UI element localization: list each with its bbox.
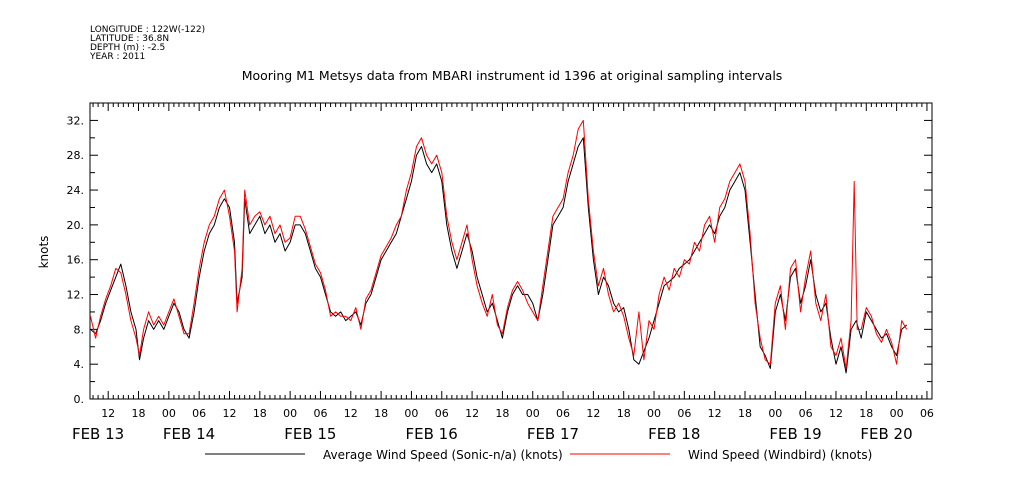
x-hour-label: 00 (890, 407, 904, 420)
x-hour-label: 00 (526, 407, 540, 420)
x-hour-label: 06 (192, 407, 206, 420)
chart-title: Mooring M1 Metsys data from MBARI instru… (242, 68, 783, 83)
x-hour-label: 18 (495, 407, 509, 420)
x-hour-label: 00 (647, 407, 661, 420)
meta-longitude: LONGITUDE : 122W(-122) (90, 25, 205, 35)
x-hour-label: 18 (859, 407, 873, 420)
y-tick-label: 20. (67, 219, 85, 232)
x-hour-label: 00 (768, 407, 782, 420)
x-hour-label: 06 (313, 407, 327, 420)
legend-label-average-wind: Average Wind Speed (Sonic-n/a) (knots) (323, 448, 563, 462)
x-hour-label: 06 (435, 407, 449, 420)
y-tick-label: 24. (67, 184, 85, 197)
x-date-label: FEB 17 (527, 425, 579, 443)
x-hour-label: 18 (132, 407, 146, 420)
y-tick-label: 32. (67, 114, 85, 127)
y-axis-label: knots (37, 236, 51, 269)
y-tick-label: 8. (74, 323, 85, 336)
x-hour-label: 12 (101, 407, 115, 420)
x-hour-label: 18 (617, 407, 631, 420)
x-date-label: FEB 18 (648, 425, 700, 443)
plot-frame (89, 102, 933, 400)
x-hour-label: 12 (586, 407, 600, 420)
y-axis: 0. 4. 8. 12. 16. 20. 24. 28. 32. (67, 102, 932, 406)
x-hour-label: 06 (920, 407, 934, 420)
x-hour-label: 12 (465, 407, 479, 420)
meta-latitude: LATITUDE : 36.8N (90, 34, 169, 44)
x-hour-label: 00 (162, 407, 176, 420)
legend-label-windbird: Wind Speed (Windbird) (knots) (688, 448, 872, 462)
x-hour-label: 12 (344, 407, 358, 420)
x-hour-label: 06 (677, 407, 691, 420)
y-tick-label: 0. (74, 393, 85, 406)
x-hour-label: 12 (222, 407, 236, 420)
x-hour-label: 18 (374, 407, 388, 420)
y-tick-label: 12. (67, 289, 85, 302)
legend: Average Wind Speed (Sonic-n/a) (knots) W… (205, 448, 872, 462)
x-hour-label: 00 (283, 407, 297, 420)
series-windbird-line (90, 119, 908, 369)
y-tick-label: 16. (67, 254, 85, 267)
x-hour-label: 12 (708, 407, 722, 420)
x-hour-label: 12 (829, 407, 843, 420)
y-tick-label: 4. (74, 358, 85, 371)
y-tick-label: 28. (67, 149, 85, 162)
x-date-label: FEB 13 (72, 425, 124, 443)
x-date-label: FEB 16 (406, 425, 458, 443)
x-hour-label: 00 (404, 407, 418, 420)
meta-depth: DEPTH (m) : -2.5 (90, 43, 165, 53)
series-average-wind-line (90, 137, 908, 374)
x-date-label: FEB 15 (284, 425, 336, 443)
x-date-label: FEB 20 (860, 425, 912, 443)
x-date-label: FEB 19 (769, 425, 821, 443)
x-hour-label: 06 (799, 407, 813, 420)
meta-year: YEAR : 2011 (89, 52, 145, 62)
x-hour-label: 06 (556, 407, 570, 420)
x-axis: 12 18 00 06 12 18 00 06 12 18 00 06 12 18 00 06 12 18 00 06… (72, 103, 934, 443)
series-layer (90, 119, 908, 374)
x-hour-label: 18 (738, 407, 752, 420)
x-date-label: FEB 14 (163, 425, 215, 443)
x-hour-label: 18 (253, 407, 267, 420)
